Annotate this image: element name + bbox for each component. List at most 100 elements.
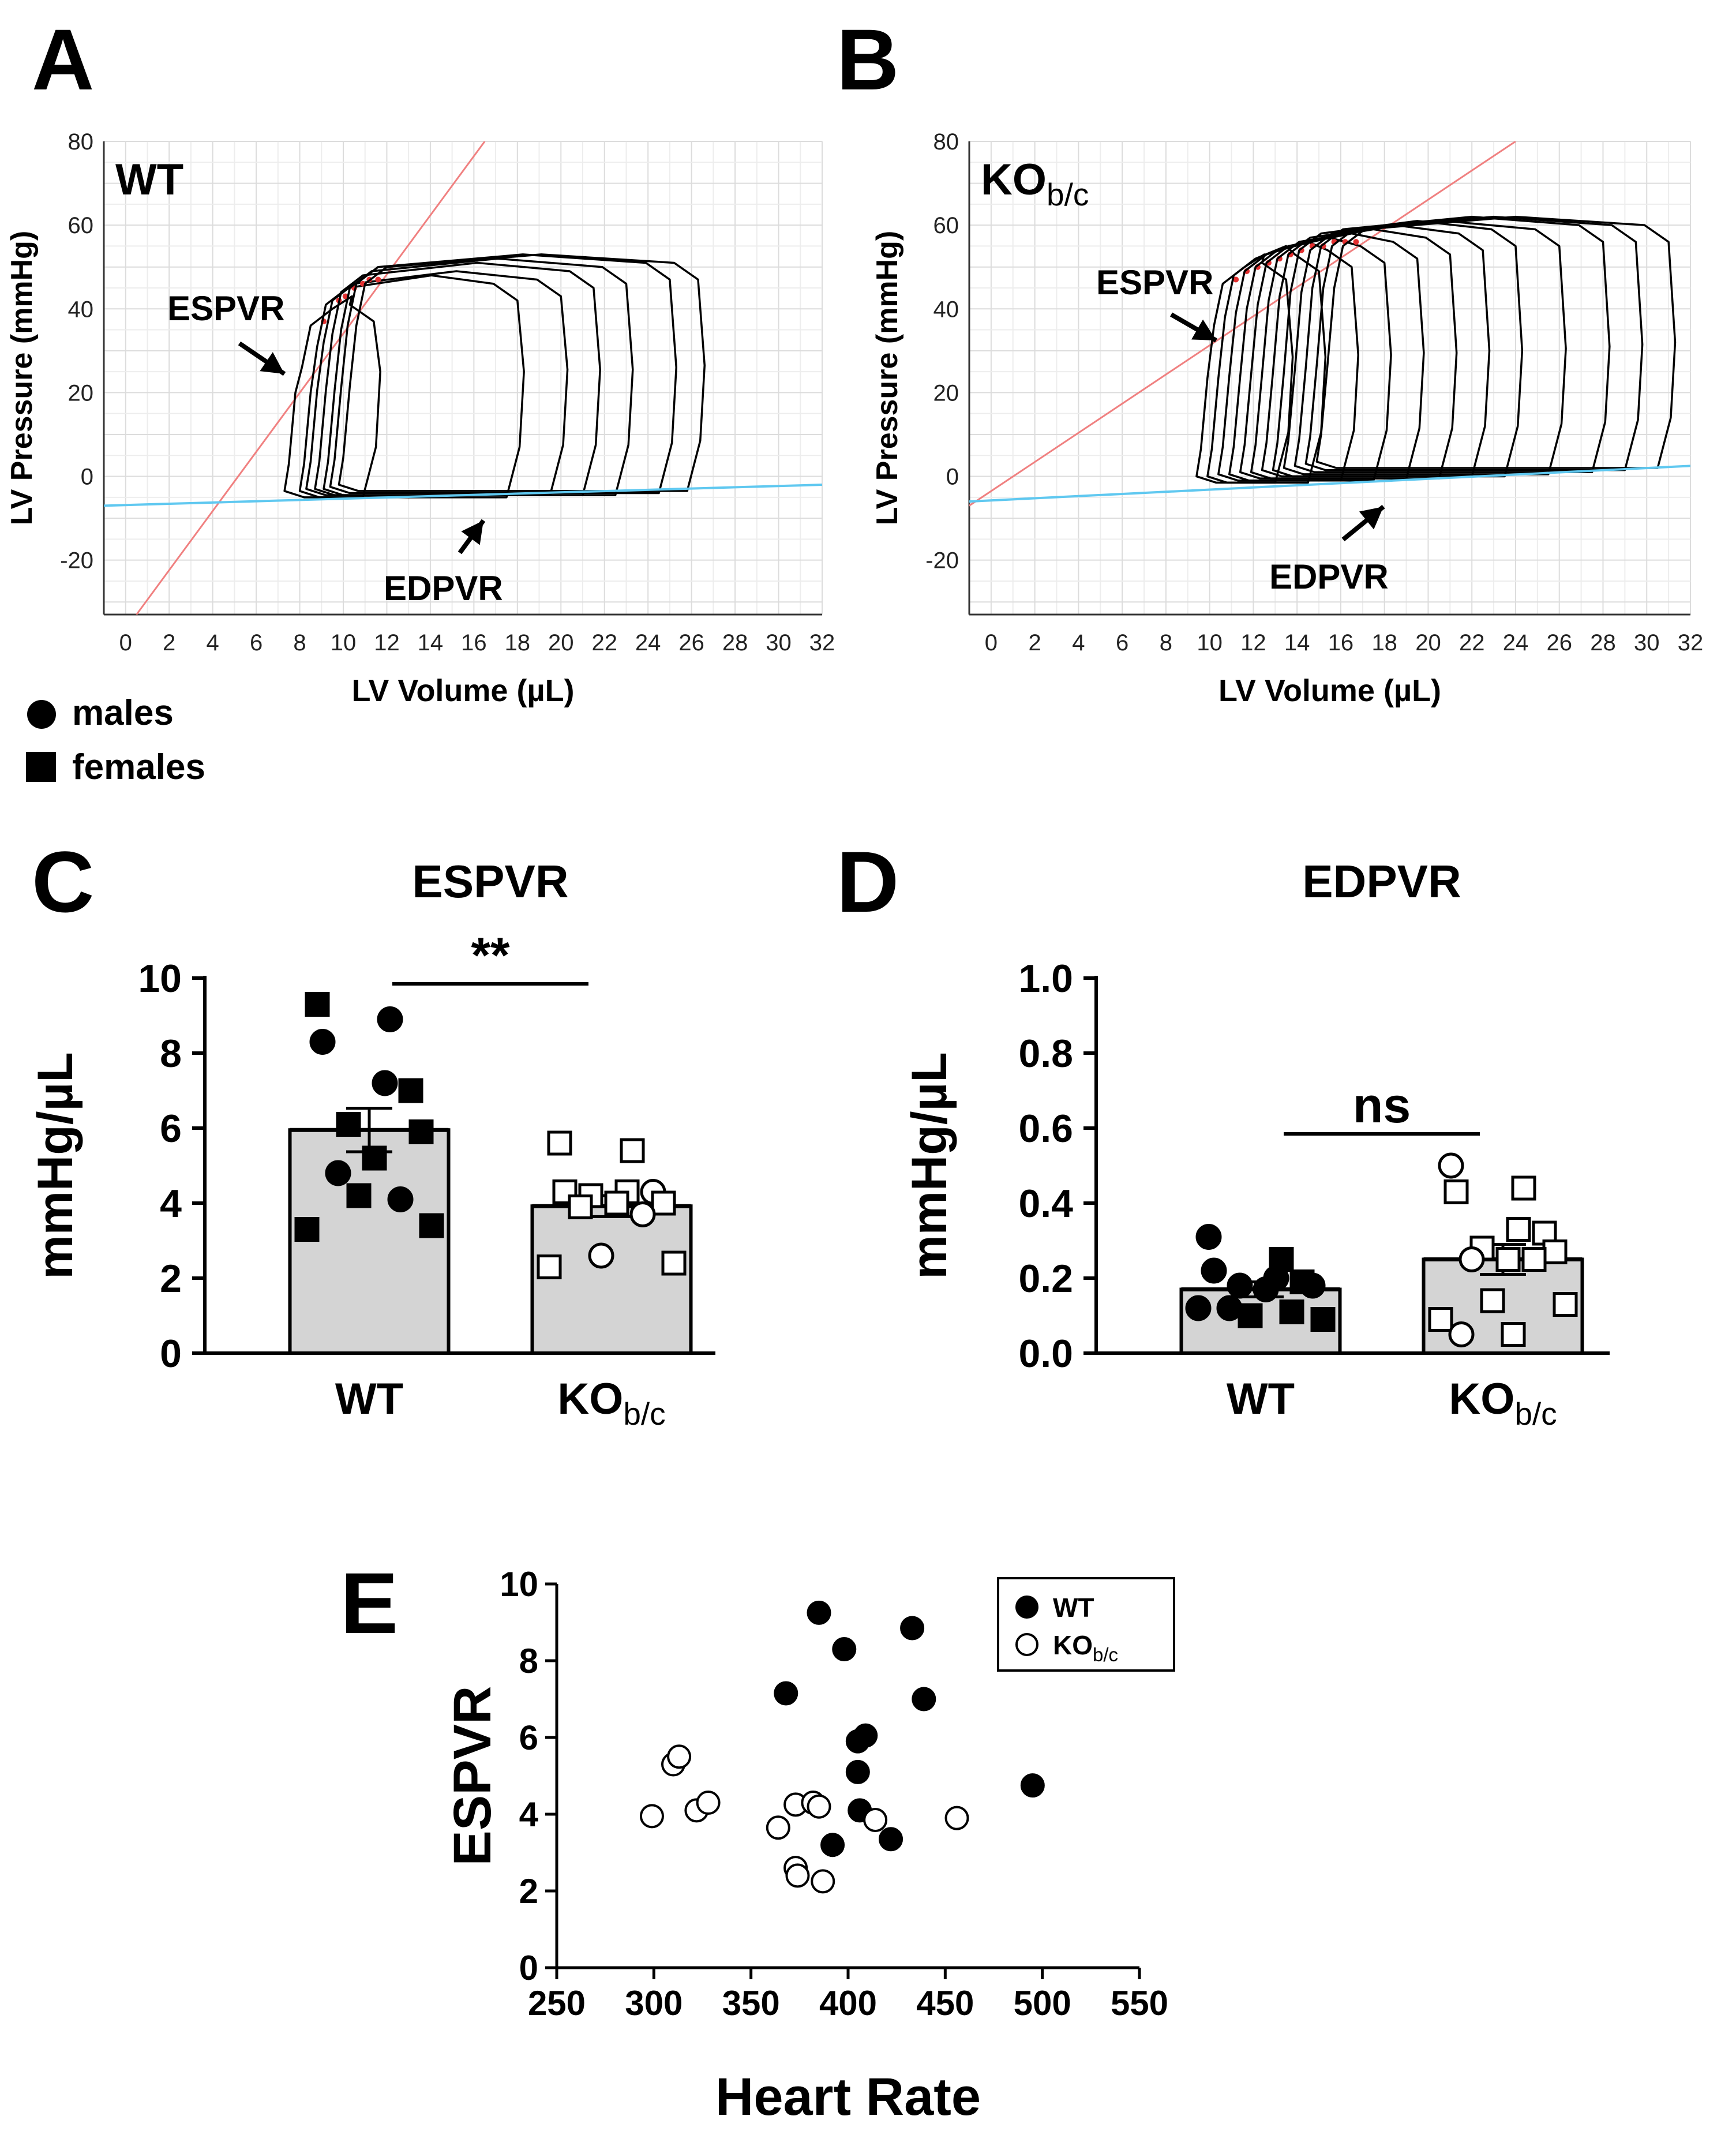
x-tick-label: 14 xyxy=(418,630,444,656)
edpvr-bar-chart: EDPVR 0.0 0.2 0.4 0.6 0.8 1.0 mmHg/µL WT KOb/c ns xyxy=(902,856,1610,1432)
x-tick-label: 20 xyxy=(1415,630,1441,656)
y-axis-title: mmHg/µL xyxy=(902,1052,957,1279)
bar xyxy=(530,1204,693,1355)
wt-point xyxy=(853,1723,878,1748)
ko-point xyxy=(696,1791,721,1815)
end-systolic-point xyxy=(1233,276,1239,283)
x-tick-label: 24 xyxy=(635,630,661,656)
data-point-female xyxy=(1310,1307,1336,1332)
chart-title: ESPVR xyxy=(412,856,568,907)
pv-loop xyxy=(1217,241,1359,482)
pv-loop xyxy=(1206,245,1327,484)
pv-loop xyxy=(323,257,634,496)
y-tick-label: 0 xyxy=(160,1332,182,1376)
wt-point xyxy=(912,1687,936,1711)
y-tick-label: 40 xyxy=(68,297,94,322)
y-tick-label: 0.6 xyxy=(1018,1107,1073,1151)
pv-loop xyxy=(329,253,677,495)
y-axis-title: ESPVR xyxy=(443,1686,502,1866)
espvr-arrow-head xyxy=(260,352,284,374)
pv-loop xyxy=(1250,228,1458,480)
pv-loop xyxy=(1239,232,1425,480)
plot-area xyxy=(104,141,822,615)
x-tick-label: 550 xyxy=(1111,1984,1168,2023)
y-tick-label: 60 xyxy=(68,213,94,238)
pv-loop xyxy=(1293,215,1611,474)
data-point-male xyxy=(1448,1321,1475,1347)
y-tick-label: 80 xyxy=(68,129,94,155)
espvr-annotation: ESPVR xyxy=(1096,263,1213,302)
x-axis-title: LV Volume (µL) xyxy=(1218,673,1441,708)
ko-point xyxy=(944,1806,969,1830)
y-tick-label: 40 xyxy=(933,297,959,322)
x-category-label: WT xyxy=(1227,1375,1295,1424)
x-tick-label: 26 xyxy=(1546,630,1572,656)
y-tick-label: 2 xyxy=(160,1257,182,1301)
data-point-female xyxy=(604,1190,629,1216)
sex-legend: males females xyxy=(26,693,205,787)
y-tick-label: 60 xyxy=(933,213,959,238)
ko-point xyxy=(807,1794,831,1819)
x-tick-label: 30 xyxy=(766,630,792,656)
data-point-male xyxy=(387,1186,414,1212)
data-point-female xyxy=(1511,1175,1536,1201)
x-tick-label: 400 xyxy=(819,1984,877,2023)
data-point-male xyxy=(1253,1276,1279,1302)
espvr-bar-chart: ESPVR 0 2 4 6 8 10 mmHg/µL WT KOb/c ** xyxy=(28,856,715,1432)
scatter-legend-marker xyxy=(1015,1633,1038,1656)
x-tick-label: 0 xyxy=(985,630,998,656)
data-point-male xyxy=(309,1029,336,1055)
pv-loop-chart-ko: 0 2 4 6 8 10 12 14 16 18 20 22 24 26 28 30 32-2002040608… xyxy=(871,129,1703,708)
pv-loop xyxy=(1228,237,1392,482)
x-tick-label: 250 xyxy=(528,1984,586,2023)
data-point-female xyxy=(1521,1247,1547,1272)
y-tick-label: 10 xyxy=(138,957,182,1001)
pv-loop xyxy=(283,295,381,499)
x-tick-label: 28 xyxy=(722,630,748,656)
data-point-female xyxy=(294,1217,320,1242)
y-tick-label: 20 xyxy=(933,380,959,406)
x-tick-label: 26 xyxy=(678,630,704,656)
group-label: KOb/c xyxy=(981,155,1089,212)
data-point-male xyxy=(1299,1272,1326,1299)
y-tick-label: 0.8 xyxy=(1018,1032,1073,1076)
data-point-female xyxy=(537,1254,562,1279)
panel-letter-e: E xyxy=(340,1555,398,1651)
data-point-female xyxy=(1428,1307,1453,1332)
y-tick-label: 0.4 xyxy=(1018,1182,1073,1226)
data-point-female xyxy=(1495,1247,1521,1272)
x-tick-label: 8 xyxy=(293,630,306,656)
x-tick-label: 4 xyxy=(1072,630,1085,656)
x-tick-label: 10 xyxy=(331,630,357,656)
y-tick-label: 4 xyxy=(160,1182,182,1226)
y-tick-label: 80 xyxy=(933,129,959,155)
data-point-male xyxy=(1195,1224,1222,1250)
data-point-male xyxy=(1227,1272,1253,1299)
x-tick-label: 14 xyxy=(1284,630,1310,656)
y-tick-label: -20 xyxy=(925,548,959,574)
pv-loop xyxy=(1315,215,1677,469)
data-point-male xyxy=(588,1242,614,1269)
scatter-legend-marker xyxy=(1015,1596,1038,1619)
edpvr-line xyxy=(104,484,822,507)
data-point-female xyxy=(346,1183,372,1208)
y-tick-label: 0.2 xyxy=(1018,1257,1073,1301)
pv-loop xyxy=(1283,220,1567,475)
ko-point xyxy=(811,1869,835,1894)
y-tick-label: 20 xyxy=(68,380,94,406)
data-point-male xyxy=(1438,1152,1464,1179)
data-point-female xyxy=(336,1112,361,1137)
y-tick-label: 8 xyxy=(519,1642,538,1680)
x-category-label: KOb/c xyxy=(557,1375,665,1432)
females-legend-label: females xyxy=(72,747,205,787)
pv-loop xyxy=(1261,224,1491,478)
data-point-female xyxy=(305,992,330,1017)
x-tick-label: 12 xyxy=(1240,630,1266,656)
ko-point xyxy=(785,1863,810,1888)
edpvr-annotation: EDPVR xyxy=(1269,557,1389,596)
data-point-female xyxy=(1542,1239,1568,1264)
scatter-legend-label: WT xyxy=(1053,1593,1094,1623)
plot-area xyxy=(969,141,1690,507)
data-point-female xyxy=(568,1194,593,1219)
